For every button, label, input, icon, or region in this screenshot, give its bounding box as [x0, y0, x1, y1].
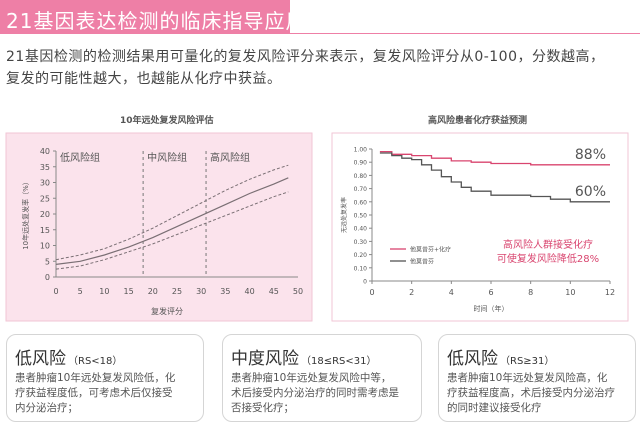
y-tick-label: 0 [363, 279, 367, 286]
x-tick-label: 0 [53, 287, 58, 296]
card-range: （18≤RS<31） [301, 356, 377, 367]
card-title: 低风险 [15, 349, 66, 369]
card-text-line: 疗获益程度高，术后接受内分泌治疗 [447, 387, 615, 399]
x-tick-label: 25 [172, 287, 182, 296]
chart-panel [5, 132, 313, 322]
y-tick-label: 0.30 [354, 239, 368, 246]
x-tick-label: 5 [78, 287, 83, 296]
y-tick-label: 0.40 [354, 226, 368, 233]
y-tick-label: 0.70 [354, 186, 368, 193]
intro-text: 21基因检测的检测结果用可量化的复发风险评分来表示，复发风险评分从0-100，分… [6, 46, 636, 90]
annotation-line-1: 高风险人群接受化疗 [503, 238, 593, 251]
x-axis-title: 时间（年） [474, 304, 509, 313]
y-tick-label: 0.80 [354, 173, 368, 180]
card-text-line: 内分泌治疗； [15, 402, 78, 414]
card-text-line: 患者肿瘤10年远处复发风险中等， [231, 372, 392, 384]
x-tick-label: 8 [528, 288, 533, 297]
y-tick-label: 30 [40, 179, 50, 188]
y-tick-label: 10 [40, 242, 50, 251]
confidence-band-curve [55, 164, 289, 261]
y-tick-label: 40 [40, 147, 50, 156]
x-tick-label: 10 [565, 288, 575, 297]
series-end-label: 88% [575, 147, 606, 163]
y-tick-label: 25 [40, 194, 50, 203]
card-text-line: 患者肿瘤10年远处复发风险低，化 [15, 372, 176, 384]
y-tick-label: 0.20 [354, 252, 368, 259]
x-tick-label: 0 [369, 288, 374, 297]
x-tick-label: 10 [99, 287, 109, 296]
x-tick-label: 12 [605, 288, 615, 297]
intro-line-2: 复发的可能性越大，也越能从化疗中获益。 [6, 71, 282, 87]
chemo-benefit-chart: 0 2 4 6 8 10 12 0 0.10 0.20 0.30 0.40 0.50 0.60 0.70 0.… [331, 132, 629, 322]
risk-curve [55, 177, 289, 265]
y-tick-label: 20 [40, 210, 50, 219]
x-tick-label: 35 [220, 287, 230, 296]
y-tick-label: 35 [40, 163, 50, 172]
medium-risk-card: 中度风险 （18≤RS<31） 患者肿瘤10年远处复发风险中等， 术后接受内分泌治… [222, 334, 422, 422]
card-text-line: 否接受化疗； [231, 402, 294, 414]
card-title: 低风险 [447, 349, 498, 369]
survival-curve [379, 150, 610, 166]
x-tick-label: 2 [409, 288, 414, 297]
intro-line-1: 21基因检测的检测结果用可量化的复发风险评分来表示，复发风险评分从0-100，分… [6, 49, 605, 65]
zone-label: 高风险组 [210, 151, 250, 164]
y-tick-label: 15 [40, 226, 50, 235]
card-text-line: 的同时建议接受化疗 [447, 402, 542, 414]
x-tick-label: 20 [148, 287, 158, 296]
confidence-band-curve [55, 191, 289, 270]
page-title: 21基因表达检测的临床指导应用 [6, 9, 307, 33]
x-tick-label: 15 [124, 287, 134, 296]
header-rule [290, 33, 640, 34]
risk-assessment-chart: 0 5 10 15 20 25 30 35 40 45 50 0 5 10 15 20 25 30 35 40 低风险组… [5, 132, 313, 322]
x-tick-label: 45 [269, 287, 279, 296]
y-tick-label: 0.50 [354, 213, 368, 220]
card-text-line: 疗获益程度低，可考虑术后仅接受 [15, 387, 173, 399]
x-tick-label: 4 [449, 288, 454, 297]
card-text-line: 术后接受内分泌治疗的同时需考虑是 [231, 387, 399, 399]
y-tick-label: 0.60 [354, 199, 368, 206]
zone-label: 中风险组 [147, 151, 187, 164]
series-end-label: 60% [575, 184, 606, 200]
y-axis-title: 10年远处复发率（%） [21, 178, 30, 250]
legend-label: 他莫昔芬 [410, 258, 434, 266]
card-range: （RS≥31） [500, 356, 555, 367]
x-tick-label: 30 [196, 287, 206, 296]
y-tick-label: 5 [45, 257, 50, 266]
legend-label: 他莫昔芬+化疗 [410, 246, 451, 254]
y-tick-label: 0 [45, 273, 50, 282]
y-axis-title: 无远处复发率 [340, 197, 348, 233]
x-axis-title: 复发评分 [151, 306, 183, 316]
y-tick-label: 0.90 [354, 160, 368, 167]
chart2-title: 高风险患者化疗获益预测 [428, 116, 528, 126]
card-title: 中度风险 [231, 349, 299, 369]
x-tick-label: 6 [488, 288, 493, 297]
high-risk-card: 低风险 （RS≥31） 患者肿瘤10年远处复发风险高，化 疗获益程度高，术后接受内… [438, 334, 636, 422]
x-tick-label: 40 [245, 287, 255, 296]
survival-curve [379, 152, 610, 203]
header-banner: 21基因表达检测的临床指导应用 [0, 0, 305, 34]
zone-label: 低风险组 [60, 151, 100, 164]
annotation-line-2: 可使复发风险降低28% [497, 252, 599, 265]
chart1-title: 10年远处复发风险评估 [120, 116, 214, 126]
card-range: （RS<18） [68, 356, 123, 367]
x-tick-label: 50 [293, 287, 303, 296]
card-text-line: 患者肿瘤10年远处复发风险高，化 [447, 372, 608, 384]
y-tick-label: 1.00 [354, 147, 368, 154]
low-risk-card: 低风险 （RS<18） 患者肿瘤10年远处复发风险低，化 疗获益程度低，可考虑术后… [6, 334, 204, 422]
y-tick-label: 0.10 [354, 265, 368, 272]
